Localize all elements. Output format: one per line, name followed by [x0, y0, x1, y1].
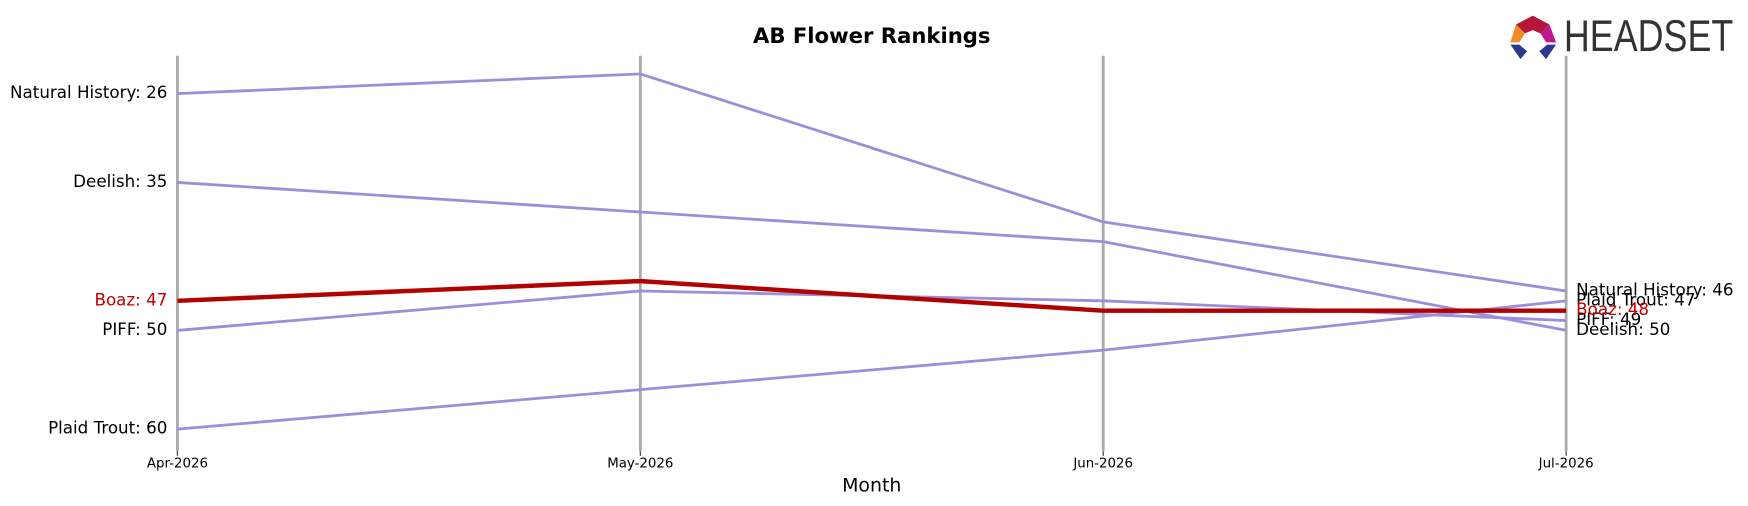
series-label: Natural History: 26 [10, 82, 167, 102]
x-tick-label: Jun-2026 [1072, 457, 1133, 472]
series-label: Boaz: 48 [1576, 299, 1649, 319]
x-axis-label: Month [842, 474, 901, 496]
logo-text: HEADSET [1564, 12, 1733, 61]
series-line [177, 181, 1567, 332]
series-label: Deelish: 50 [1576, 319, 1670, 339]
series-line [177, 278, 1567, 313]
series-label: Boaz: 47 [95, 289, 168, 309]
series-label: PIFF: 49 [1576, 309, 1641, 329]
x-tick-label: May-2026 [607, 457, 673, 472]
series-label: Plaid Trout: 60 [48, 418, 167, 438]
series-label: Plaid Trout: 47 [1576, 289, 1695, 309]
logo: HEADSET [1510, 12, 1733, 61]
series-line [177, 72, 1567, 293]
x-tick-label: Jul-2026 [1538, 457, 1594, 472]
series-label: Natural History: 46 [1576, 279, 1733, 299]
series-line [177, 299, 1567, 431]
series-label: Deelish: 35 [73, 171, 167, 191]
logo-mark [1539, 44, 1557, 60]
logo-mark [1510, 24, 1525, 43]
logo-mark [1510, 44, 1528, 60]
x-tick-label: Apr-2026 [147, 457, 208, 472]
logo-mark [1540, 24, 1557, 43]
chart-title: AB Flower Rankings [753, 23, 991, 48]
series-label: PIFF: 50 [102, 319, 167, 339]
